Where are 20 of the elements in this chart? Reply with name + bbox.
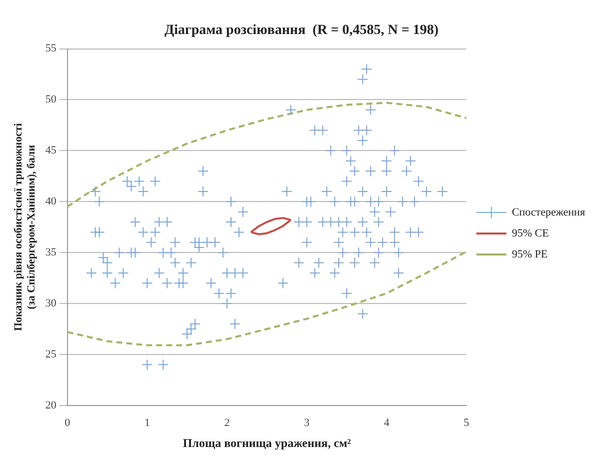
- y-tick-label: 25: [45, 348, 57, 360]
- x-axis-title: Площа вогнища ураження, см²: [182, 436, 352, 450]
- legend-label: 95% CE: [512, 227, 550, 240]
- chart-title: Діаграма розсіювання (R = 0,4585, N = 198): [164, 23, 439, 38]
- y-tick-label: 30: [45, 297, 57, 310]
- x-tick-label: 5: [464, 416, 470, 429]
- y-tick-label: 45: [45, 144, 57, 157]
- x-tick-label: 1: [144, 416, 150, 429]
- legend-label: Спостереження: [512, 206, 586, 218]
- x-tick-label: 0: [64, 416, 71, 429]
- y-tick-label: 50: [45, 94, 57, 106]
- y-axis-title: Показник рівня особистісної тривожності (за Спілбергером-Ханіним), бали: [12, 123, 38, 332]
- y-tick-label: 20: [45, 399, 57, 412]
- y-tick-label: 55: [45, 42, 57, 55]
- x-tick-label: 4: [384, 416, 390, 429]
- legend-label: 95% PE: [512, 248, 548, 260]
- y-tick-label: 35: [45, 246, 57, 258]
- x-tick-label: 2: [224, 416, 230, 429]
- x-tick-label: 3: [304, 416, 310, 429]
- y-tick-label: 40: [45, 196, 57, 208]
